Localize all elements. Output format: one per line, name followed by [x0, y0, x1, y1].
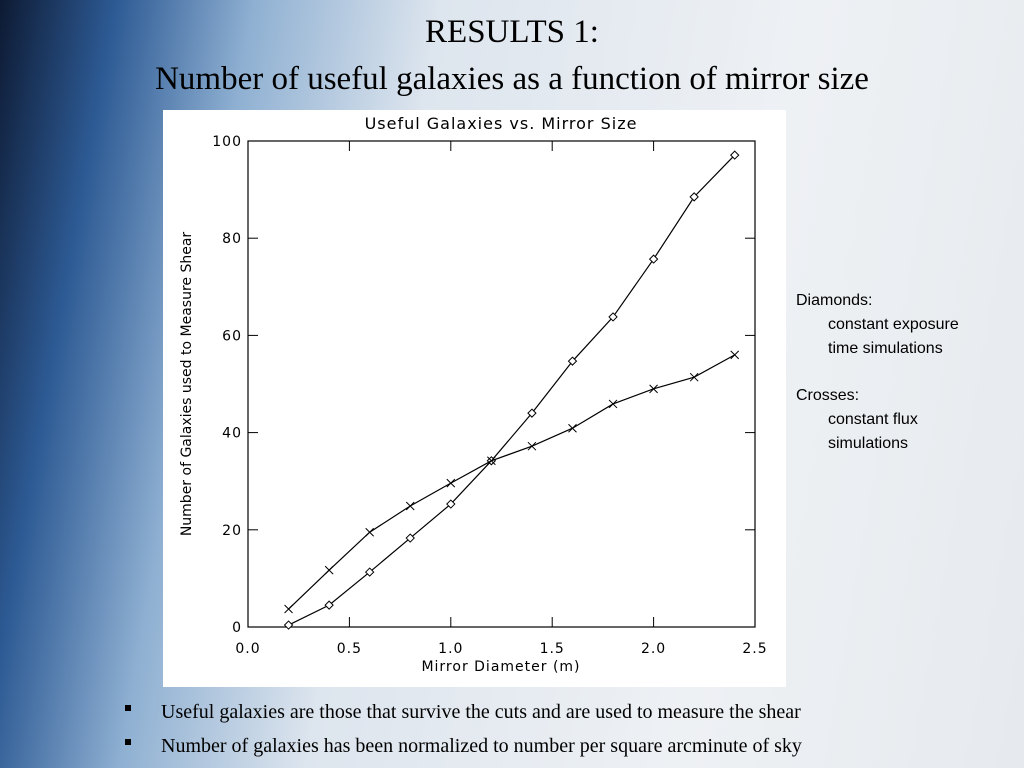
- bullet-text: Useful galaxies are those that survive t…: [161, 701, 801, 723]
- y-axis-label: Number of Galaxies used to Measure Shear: [179, 232, 195, 537]
- cross-marker: [608, 399, 618, 409]
- y-tick-label: 80: [222, 231, 242, 247]
- chart-title: Useful Galaxies vs. Mirror Size: [365, 114, 638, 133]
- series-line: [288, 354, 736, 610]
- note-heading: Crosses:: [796, 387, 859, 404]
- cross-marker: [527, 441, 537, 451]
- note-line: time simulations: [828, 340, 943, 357]
- cross-marker: [730, 350, 740, 360]
- note-heading: Diamonds:: [796, 292, 872, 309]
- x-tick-label: 2.0: [641, 641, 666, 657]
- bullet-marker: [125, 739, 131, 745]
- cross-marker: [649, 384, 658, 394]
- diamond-marker: [689, 192, 699, 202]
- slide-title: Number of useful galaxies as a function …: [155, 61, 869, 97]
- cross-marker: [405, 501, 415, 511]
- cross-marker: [284, 604, 293, 614]
- note-line: simulations: [828, 435, 908, 452]
- diamond-marker: [324, 600, 334, 610]
- bullet-text: Number of galaxies has been normalized t…: [161, 735, 802, 757]
- x-tick-label: 1.5: [540, 641, 565, 657]
- diamond-marker: [648, 254, 659, 264]
- diamond-marker: [446, 499, 456, 509]
- y-tick-label: 0: [232, 620, 242, 636]
- x-axis-label: Mirror Diameter (m): [421, 659, 580, 675]
- diamond-marker: [283, 620, 294, 630]
- x-tick-label: 0.5: [337, 641, 362, 657]
- x-tick-label: 1.0: [438, 641, 463, 657]
- slide-title: RESULTS 1:: [425, 14, 599, 50]
- note-line: constant flux: [828, 411, 918, 428]
- bullet-marker: [125, 705, 131, 711]
- diamond-marker: [730, 150, 740, 160]
- chart-background: [163, 110, 786, 687]
- x-tick-label: 2.5: [742, 641, 767, 657]
- diamond-marker: [608, 312, 618, 322]
- cross-marker: [365, 527, 375, 537]
- y-tick-label: 40: [222, 426, 242, 442]
- diamond-marker: [405, 533, 415, 543]
- cross-marker: [446, 478, 456, 488]
- cross-marker: [689, 372, 699, 382]
- y-tick-label: 20: [222, 523, 242, 539]
- series-line: [288, 154, 736, 626]
- x-tick-label: 0.0: [235, 641, 260, 657]
- cross-marker: [568, 423, 577, 433]
- cross-marker: [487, 456, 496, 466]
- cross-marker: [324, 565, 334, 575]
- diamond-marker: [567, 356, 578, 366]
- diamond-marker: [527, 408, 537, 418]
- note-line: constant exposure: [828, 316, 959, 333]
- y-tick-label: 60: [222, 328, 242, 344]
- diamond-marker: [364, 567, 375, 577]
- y-tick-label: 100: [212, 134, 242, 150]
- plot-frame: [247, 140, 756, 628]
